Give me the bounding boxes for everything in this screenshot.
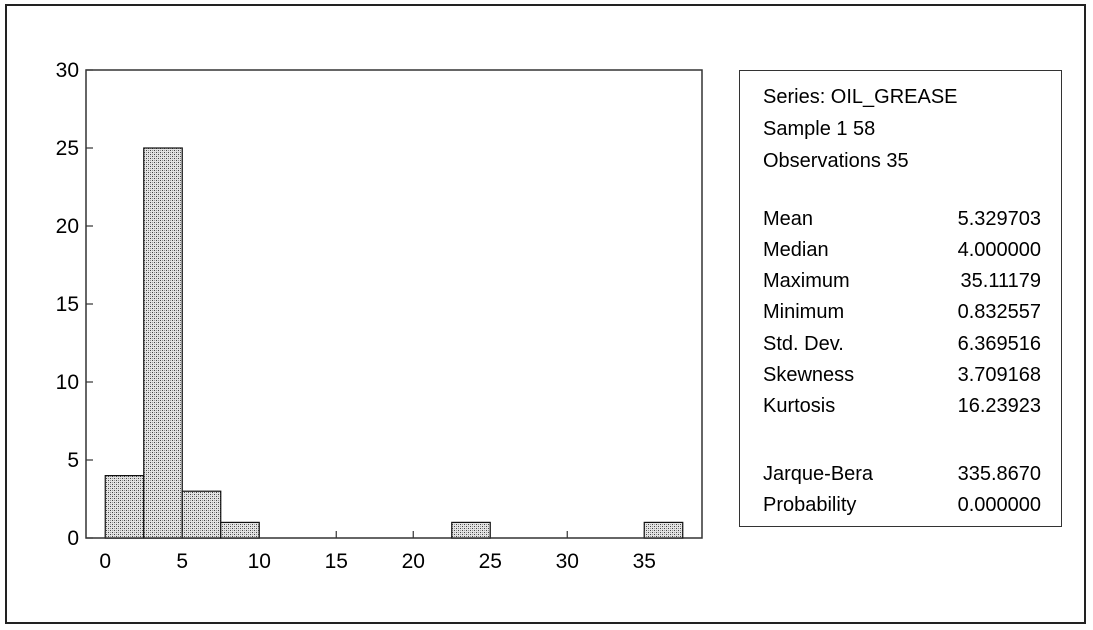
y-tick-label: 15 bbox=[56, 293, 79, 316]
statistics-panel: Series: OIL_GREASE Sample 1 58 Observati… bbox=[739, 70, 1062, 527]
histogram-bar-0 bbox=[104, 475, 145, 539]
sample-label: Sample 1 58 bbox=[763, 118, 876, 140]
stat-value-kurtosis: 16.23923 bbox=[957, 395, 1041, 417]
stat-value-minimum: 0.832557 bbox=[957, 301, 1041, 323]
x-tick-label: 20 bbox=[402, 550, 425, 573]
histogram-bar-1 bbox=[143, 147, 183, 539]
stat-name-mean: Mean bbox=[763, 208, 814, 230]
stat-value-skewness: 3.709168 bbox=[957, 364, 1041, 386]
y-tick-label: 25 bbox=[56, 137, 79, 160]
stat-value-probability: 0.000000 bbox=[957, 494, 1041, 516]
y-tick-label: 0 bbox=[67, 527, 79, 550]
stat-name-skewness: Skewness bbox=[763, 364, 855, 386]
histogram-bar-4 bbox=[451, 521, 491, 539]
stat-value-mean: 5.329703 bbox=[957, 208, 1041, 230]
histogram-bar-2 bbox=[181, 490, 222, 539]
histogram-bar-3 bbox=[220, 521, 260, 539]
y-tick-label: 30 bbox=[56, 59, 79, 82]
stat-value-median: 4.000000 bbox=[957, 239, 1041, 261]
series-label: Series: OIL_GREASE bbox=[763, 86, 958, 108]
stat-value-maximum: 35.11179 bbox=[960, 270, 1041, 292]
plot-area bbox=[85, 69, 703, 539]
x-tick-label: 25 bbox=[479, 550, 502, 573]
stat-value-std-dev: 6.369516 bbox=[957, 333, 1041, 355]
x-tick-label: 30 bbox=[556, 550, 579, 573]
x-tick-label: 15 bbox=[325, 550, 348, 573]
stat-name-jarque-bera: Jarque-Bera bbox=[763, 463, 874, 485]
y-tick-label: 10 bbox=[56, 371, 79, 394]
stat-name-maximum: Maximum bbox=[763, 270, 850, 292]
stat-name-probability: Probability bbox=[763, 494, 857, 516]
x-tick-label: 10 bbox=[248, 550, 271, 573]
y-tick-label: 5 bbox=[67, 449, 79, 472]
stat-name-minimum: Minimum bbox=[763, 301, 845, 323]
x-tick-label: 5 bbox=[176, 550, 188, 573]
x-tick-label: 35 bbox=[633, 550, 656, 573]
histogram-bar-5 bbox=[643, 521, 684, 539]
x-tick-label: 0 bbox=[99, 550, 111, 573]
stat-name-median: Median bbox=[763, 239, 829, 261]
observations-label: Observations 35 bbox=[763, 150, 909, 172]
y-tick-label: 20 bbox=[56, 215, 79, 238]
stat-name-std-dev: Std. Dev. bbox=[763, 333, 844, 355]
stat-value-jarque-bera: 335.8670 bbox=[957, 463, 1041, 485]
stat-name-kurtosis: Kurtosis bbox=[763, 395, 836, 417]
